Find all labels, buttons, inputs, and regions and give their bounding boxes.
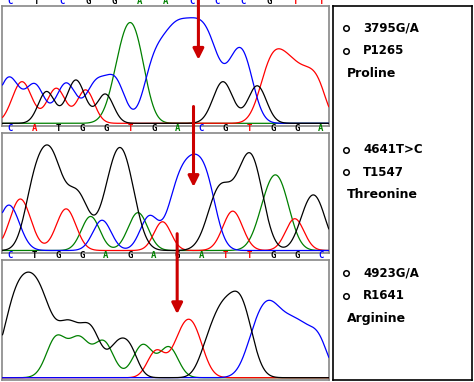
Text: C: C	[318, 251, 324, 260]
Text: C: C	[8, 251, 13, 260]
Text: G: G	[151, 124, 156, 133]
Text: T: T	[318, 0, 324, 6]
Text: A: A	[103, 251, 109, 260]
Text: A: A	[137, 0, 143, 6]
Text: C: C	[8, 124, 13, 133]
Text: 4641T>C: 4641T>C	[363, 143, 423, 156]
Text: G: G	[271, 251, 276, 260]
Text: T: T	[292, 0, 298, 6]
Text: G: G	[80, 251, 85, 260]
Text: G: G	[271, 124, 276, 133]
Text: T: T	[223, 251, 228, 260]
Text: C: C	[8, 0, 13, 6]
Text: A: A	[151, 251, 156, 260]
Text: G: G	[80, 124, 85, 133]
Text: P1265: P1265	[363, 44, 404, 57]
Text: C: C	[60, 0, 65, 6]
Text: C: C	[199, 124, 204, 133]
Text: T: T	[127, 124, 133, 133]
Text: G: G	[294, 124, 300, 133]
Text: T: T	[55, 124, 61, 133]
Text: 4923G/A: 4923G/A	[363, 267, 419, 280]
Text: A: A	[32, 124, 37, 133]
Text: A: A	[199, 251, 204, 260]
Text: A: A	[318, 124, 324, 133]
Text: Arginine: Arginine	[346, 312, 406, 325]
Text: T: T	[34, 0, 39, 6]
Text: T: T	[32, 251, 37, 260]
Text: G: G	[223, 124, 228, 133]
Text: G: G	[111, 0, 117, 6]
Text: G: G	[294, 251, 300, 260]
Text: 3795G/A: 3795G/A	[363, 22, 419, 35]
Text: A: A	[163, 0, 168, 6]
Text: C: C	[241, 0, 246, 6]
Text: A: A	[175, 124, 181, 133]
Text: R1641: R1641	[363, 289, 405, 303]
Text: Proline: Proline	[346, 66, 396, 79]
Text: T: T	[246, 124, 252, 133]
Text: T: T	[246, 251, 252, 260]
Text: G: G	[55, 251, 61, 260]
Text: C: C	[189, 0, 194, 6]
Text: G: G	[175, 251, 181, 260]
Text: G: G	[266, 0, 272, 6]
Text: G: G	[85, 0, 91, 6]
Text: G: G	[103, 124, 109, 133]
Text: C: C	[215, 0, 220, 6]
Text: G: G	[127, 251, 133, 260]
Text: Threonine: Threonine	[346, 188, 418, 201]
Text: T1547: T1547	[363, 166, 404, 179]
